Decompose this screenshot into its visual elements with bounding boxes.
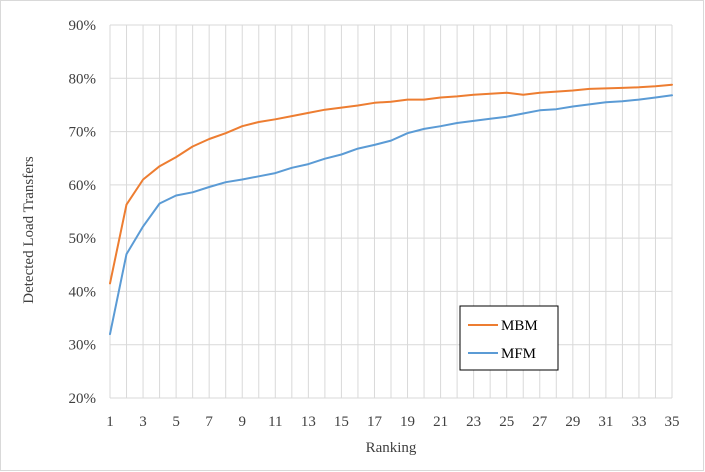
- x-tick-label: 13: [301, 414, 316, 430]
- y-tick-label: 30%: [69, 338, 97, 354]
- series-lines: [109, 83, 673, 336]
- x-tick-label: 21: [433, 414, 448, 430]
- x-tick-label: 23: [466, 414, 481, 430]
- x-tick-label: 35: [665, 414, 680, 430]
- x-tick-label: 33: [631, 414, 646, 430]
- x-axis-title: Ranking: [366, 440, 417, 456]
- x-tick-label: 19: [400, 414, 415, 430]
- y-tick-label: 70%: [69, 125, 97, 141]
- y-tick-label: 40%: [69, 284, 97, 300]
- y-tick-label: 20%: [69, 391, 97, 407]
- x-tick-label: 27: [532, 414, 548, 430]
- series-line-mfm: [109, 94, 673, 336]
- x-tick-label: 29: [565, 414, 580, 430]
- legend-box: [459, 305, 559, 371]
- y-tick-label: 60%: [69, 178, 97, 194]
- y-tick-labels: 20% 30% 40% 50% 60% 70% 80% 90%: [69, 18, 97, 407]
- series-line-mbm: [109, 83, 673, 285]
- x-tick-label: 3: [139, 414, 147, 430]
- y-tick-label: 90%: [69, 18, 97, 34]
- legend: MBM MFM: [459, 305, 559, 371]
- x-tick-label: 5: [172, 414, 180, 430]
- x-tick-label: 15: [334, 414, 349, 430]
- x-tick-label: 9: [238, 414, 246, 430]
- x-tick-label: 7: [205, 414, 213, 430]
- y-tick-label: 80%: [69, 71, 97, 87]
- x-tick-label: 11: [268, 414, 282, 430]
- legend-label-mbm: MBM: [501, 318, 538, 334]
- y-axis-title: Detected Load Transfers: [21, 156, 37, 304]
- y-tick-label: 50%: [69, 231, 97, 247]
- x-tick-label: 17: [367, 414, 383, 430]
- gridlines: [109, 24, 673, 399]
- legend-label-mfm: MFM: [501, 346, 536, 362]
- x-tick-labels: 1 3 5 7 9 11 13 15 17 19 21 23 25 27 29 31 33 35: [106, 414, 679, 430]
- x-tick-label: 25: [499, 414, 514, 430]
- x-tick-label: 1: [106, 414, 114, 430]
- x-tick-label: 31: [598, 414, 613, 430]
